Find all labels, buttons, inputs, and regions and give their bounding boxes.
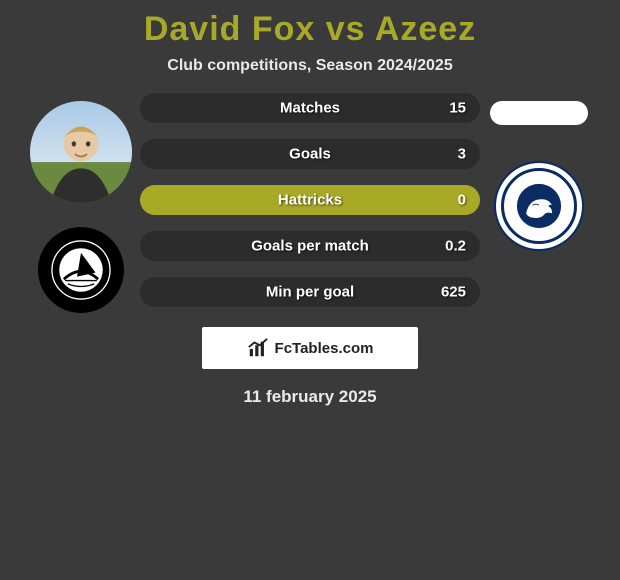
brand-badge[interactable]: FcTables.com	[202, 327, 418, 369]
brand-text: FcTables.com	[275, 340, 374, 357]
stat-value-right: 0	[458, 192, 466, 209]
stat-label: Hattricks	[278, 192, 342, 209]
player-right-photo-placeholder	[490, 101, 588, 125]
date-text: 11 february 2025	[0, 387, 620, 407]
content-row: Matches 15 Goals 3 Hattricks 0 Goals per match…	[0, 93, 620, 313]
stat-bars: Matches 15 Goals 3 Hattricks 0 Goals per match…	[137, 93, 483, 307]
stat-value-right: 0.2	[445, 238, 466, 255]
player-left-column	[25, 93, 137, 313]
player-left-club-badge	[38, 227, 124, 313]
stat-label: Goals per match	[251, 238, 369, 255]
stat-bar: Goals per match 0.2	[140, 231, 480, 261]
stat-label: Min per goal	[266, 284, 354, 301]
stat-label: Goals	[289, 146, 331, 163]
stat-bar: Hattricks 0	[140, 185, 480, 215]
stat-bar: Goals 3	[140, 139, 480, 169]
stat-value-right: 15	[449, 100, 466, 117]
stat-bar: Matches 15	[140, 93, 480, 123]
chart-icon	[247, 337, 269, 359]
subtitle: Club competitions, Season 2024/2025	[0, 57, 620, 75]
stat-bar: Min per goal 625	[140, 277, 480, 307]
player-left-photo	[30, 101, 132, 203]
stat-value-right: 625	[441, 284, 466, 301]
player-right-club-badge	[494, 161, 584, 251]
player-right-column	[483, 93, 595, 251]
stat-value-right: 3	[458, 146, 466, 163]
stat-label: Matches	[280, 100, 340, 117]
comparison-card: David Fox vs Azeez Club competitions, Se…	[0, 10, 620, 580]
page-title: David Fox vs Azeez	[0, 10, 620, 49]
